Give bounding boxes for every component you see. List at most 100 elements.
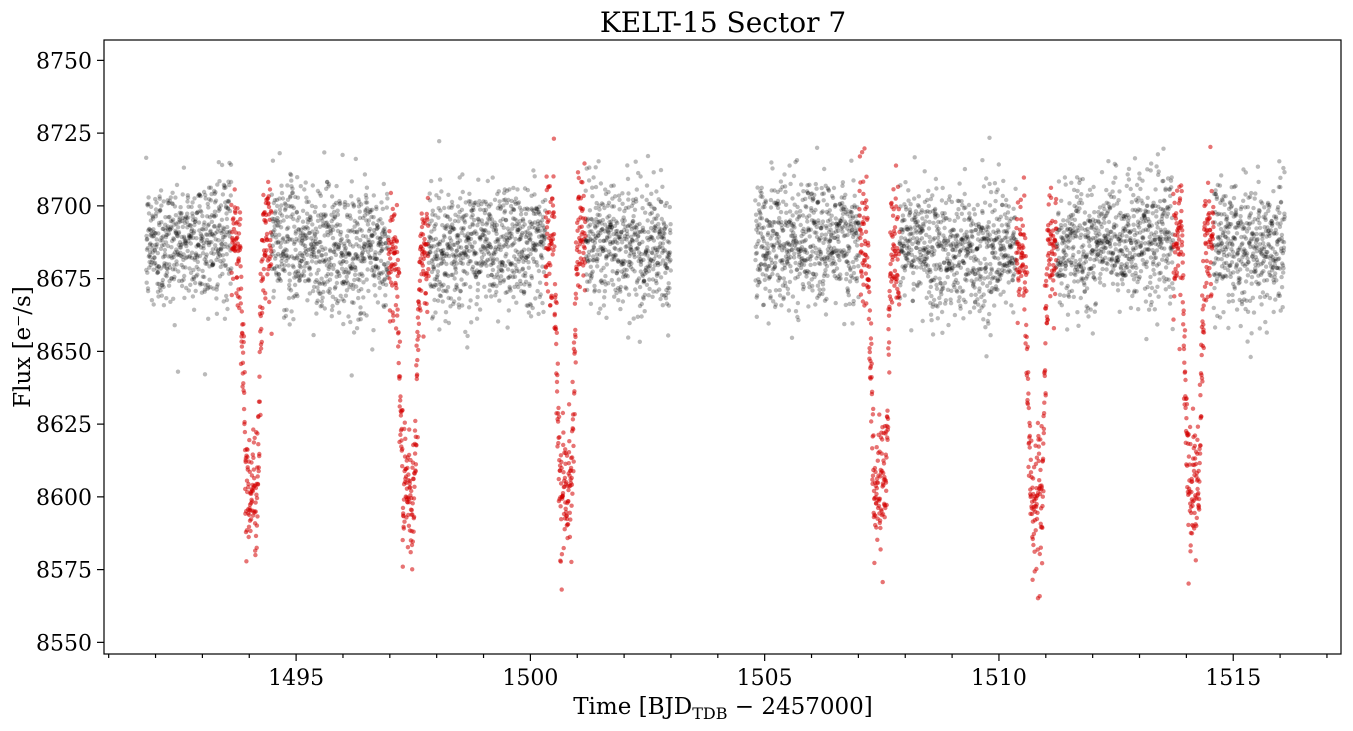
out-of-transit-point (518, 281, 524, 287)
in-transit-point (869, 361, 874, 366)
out-of-transit-point (307, 278, 312, 283)
in-transit-point (1036, 451, 1042, 456)
out-of-transit-point (755, 185, 760, 190)
in-transit-point (415, 329, 420, 335)
out-of-transit-point (383, 282, 389, 287)
out-of-transit-point (284, 258, 289, 264)
in-transit-point (574, 296, 579, 301)
in-transit-point (238, 245, 243, 250)
out-of-transit-point (657, 254, 662, 259)
out-of-transit-point (955, 215, 961, 220)
out-of-transit-point (459, 226, 464, 231)
out-of-transit-point (177, 210, 182, 215)
out-of-transit-point (534, 260, 539, 265)
out-of-transit-point (211, 213, 217, 219)
in-transit-point (882, 515, 887, 520)
out-of-transit-point (145, 246, 150, 251)
out-of-transit-point (208, 198, 214, 203)
in-transit-point (885, 416, 891, 421)
out-of-transit-point (321, 280, 327, 285)
in-transit-point (886, 346, 891, 351)
out-of-transit-point (202, 220, 207, 225)
out-of-transit-point (453, 270, 459, 275)
out-of-transit-point (490, 261, 495, 266)
out-of-transit-point (455, 286, 460, 291)
out-of-transit-point (524, 255, 529, 260)
out-of-transit-point (198, 282, 203, 287)
out-of-transit-point (639, 301, 644, 307)
out-of-transit-point (814, 186, 819, 191)
out-of-transit-point (360, 250, 365, 255)
out-of-transit-point (354, 326, 360, 331)
out-of-transit-point (470, 267, 475, 272)
out-of-transit-point (524, 233, 530, 238)
out-of-transit-point (376, 218, 381, 223)
out-of-transit-point (465, 345, 470, 350)
out-of-transit-point (292, 239, 297, 245)
in-transit-point (1021, 245, 1026, 250)
out-of-transit-point (309, 203, 315, 209)
out-of-transit-point (498, 205, 504, 210)
in-transit-point (544, 225, 550, 230)
out-of-transit-point (329, 219, 334, 224)
out-of-transit-point (430, 316, 435, 321)
out-of-transit-point (167, 227, 173, 232)
out-of-transit-point (343, 254, 348, 259)
out-of-transit-point (204, 261, 209, 266)
out-of-transit-point (298, 184, 303, 189)
out-of-transit-point (174, 262, 179, 267)
in-transit-point (1025, 270, 1030, 275)
in-transit-point (1036, 458, 1041, 464)
out-of-transit-point (167, 265, 173, 270)
out-of-transit-point (156, 264, 162, 269)
out-of-transit-point (272, 198, 278, 203)
out-of-transit-point (317, 291, 322, 296)
out-of-transit-point (753, 257, 758, 263)
out-of-transit-point (520, 255, 525, 261)
out-of-transit-point (534, 229, 539, 234)
out-of-transit-point (429, 244, 434, 249)
out-of-transit-point (513, 262, 518, 268)
in-transit-point (544, 281, 549, 287)
in-transit-point (872, 560, 877, 566)
in-transit-point (550, 252, 555, 257)
out-of-transit-point (453, 265, 458, 270)
out-of-transit-point (475, 288, 480, 293)
in-transit-point (420, 263, 425, 268)
out-of-transit-point (340, 252, 345, 257)
in-transit-point (559, 465, 564, 471)
out-of-transit-point (597, 207, 602, 212)
in-transit-point (889, 300, 895, 305)
out-of-transit-point (540, 233, 546, 238)
out-of-transit-point (957, 181, 962, 186)
out-of-transit-point (160, 277, 166, 283)
out-of-transit-point (330, 224, 335, 229)
in-transit-point (1017, 286, 1022, 292)
out-of-transit-point (509, 231, 514, 236)
out-of-transit-point (818, 261, 823, 267)
out-of-transit-point (501, 198, 506, 203)
out-of-transit-point (179, 278, 185, 284)
out-of-transit-point (375, 266, 380, 271)
in-transit-point (870, 473, 876, 478)
out-of-transit-point (459, 245, 464, 250)
out-of-transit-point (193, 288, 198, 294)
out-of-transit-point (926, 203, 931, 209)
out-of-transit-point (516, 259, 521, 264)
out-of-transit-point (337, 273, 342, 279)
out-of-transit-point (476, 217, 481, 222)
out-of-transit-point (337, 198, 342, 204)
in-transit-point (869, 341, 874, 346)
out-of-transit-point (453, 254, 459, 259)
out-of-transit-point (448, 246, 453, 251)
out-of-transit-point (814, 145, 820, 150)
out-of-transit-point (429, 178, 434, 184)
out-of-transit-point (183, 265, 188, 270)
in-transit-point (565, 522, 571, 527)
out-of-transit-point (153, 214, 158, 219)
in-transit-point (400, 464, 405, 469)
out-of-transit-point (301, 273, 307, 278)
out-of-transit-point (957, 295, 962, 300)
out-of-transit-point (478, 269, 483, 274)
out-of-transit-point (376, 225, 381, 230)
